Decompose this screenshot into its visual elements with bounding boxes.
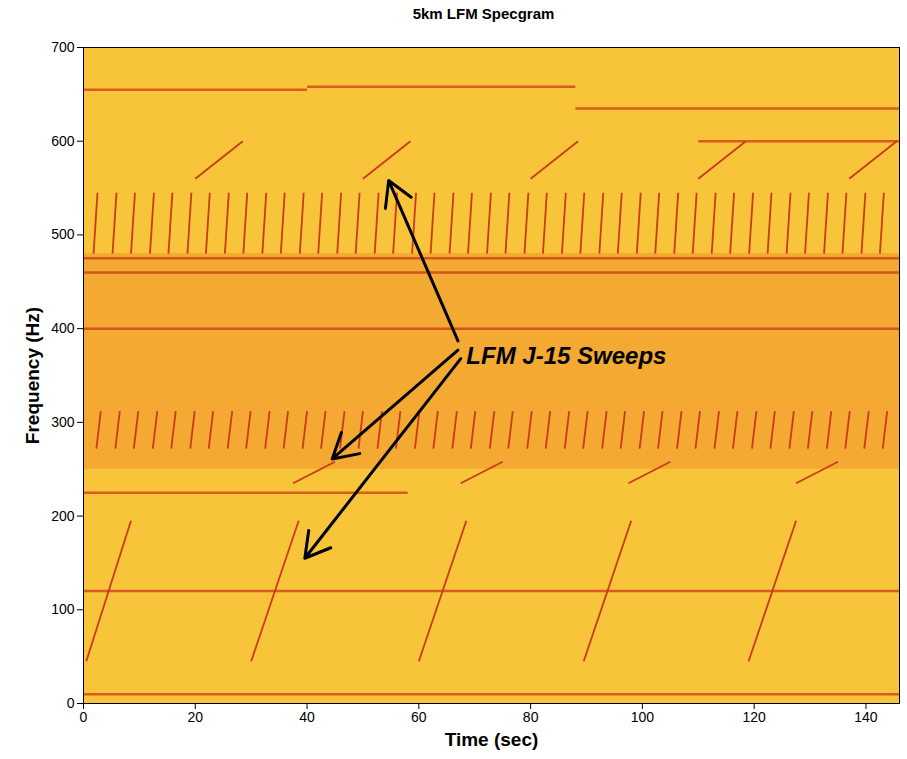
svg-text:20: 20 xyxy=(187,709,203,725)
svg-text:500: 500 xyxy=(51,226,75,242)
svg-text:300: 300 xyxy=(51,414,75,430)
svg-text:0: 0 xyxy=(80,709,88,725)
svg-text:700: 700 xyxy=(51,39,75,55)
svg-text:80: 80 xyxy=(523,709,539,725)
svg-text:200: 200 xyxy=(51,508,75,524)
svg-text:100: 100 xyxy=(631,709,655,725)
svg-text:60: 60 xyxy=(411,709,427,725)
svg-text:0: 0 xyxy=(67,695,75,711)
svg-text:120: 120 xyxy=(743,709,767,725)
svg-text:40: 40 xyxy=(299,709,315,725)
svg-text:140: 140 xyxy=(854,709,878,725)
svg-text:400: 400 xyxy=(51,320,75,336)
svg-text:LFM J-15 Sweeps: LFM J-15 Sweeps xyxy=(466,342,666,369)
svg-text:Frequency (Hz): Frequency (Hz) xyxy=(22,307,43,444)
html-text:5km LFM Specgram: 5km LFM Specgram xyxy=(412,5,555,22)
svg-text:100: 100 xyxy=(51,601,75,617)
svg-text:Time (sec): Time (sec) xyxy=(445,729,539,750)
svg-text:600: 600 xyxy=(51,133,75,149)
